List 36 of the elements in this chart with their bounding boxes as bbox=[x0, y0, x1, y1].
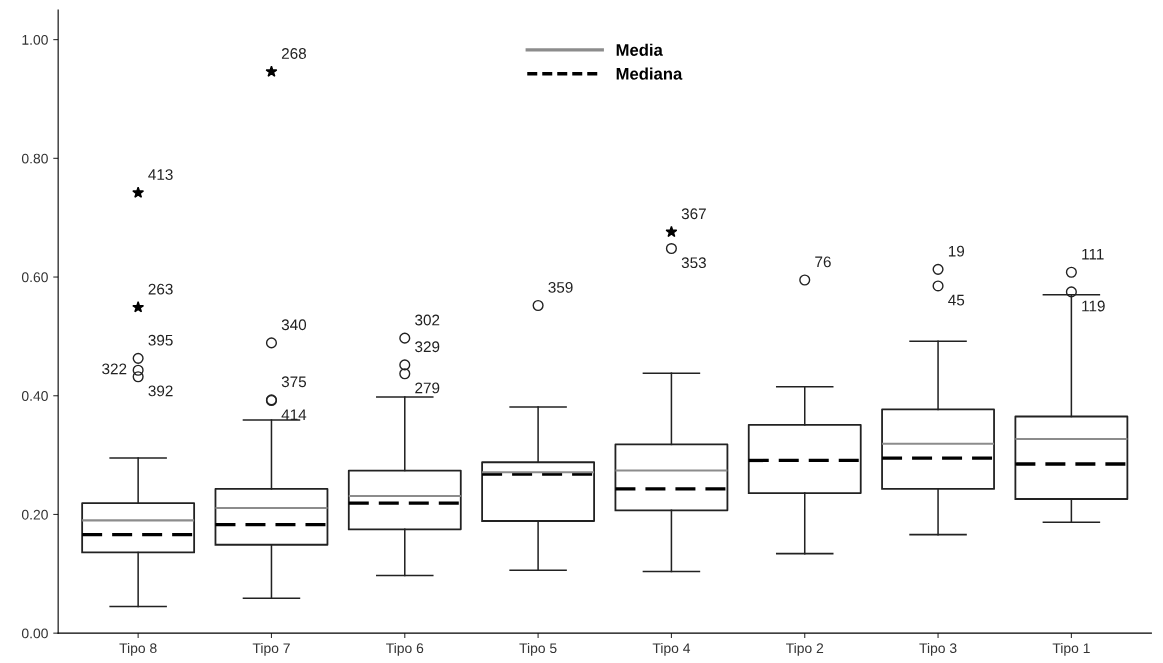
annotation: 375 bbox=[281, 376, 307, 388]
x-tick-label: Tipo 2 bbox=[786, 642, 824, 656]
annotation: 395 bbox=[148, 334, 173, 346]
x-tick-label: Tipo 4 bbox=[652, 642, 691, 656]
y-tick-label: 0.80 bbox=[21, 153, 48, 164]
annotation: 414 bbox=[281, 409, 307, 420]
annotation: 340 bbox=[281, 319, 307, 331]
annotation: 279 bbox=[415, 382, 440, 394]
annotation: 45 bbox=[948, 294, 965, 306]
x-tick-label: Tipo 7 bbox=[252, 642, 290, 656]
annotation: 367 bbox=[681, 208, 706, 220]
x-tick-label: Tipo 8 bbox=[119, 642, 157, 656]
x-tick-label: Tipo 5 bbox=[519, 642, 557, 656]
annotation: 111 bbox=[1082, 248, 1104, 260]
x-tick-label: Tipo 1 bbox=[1052, 642, 1090, 656]
y-tick-label: 0.40 bbox=[21, 391, 48, 401]
annotation: 359 bbox=[548, 281, 573, 293]
annotation: 302 bbox=[415, 314, 440, 326]
annotation: 329 bbox=[415, 341, 440, 353]
y-tick-label: 1.00 bbox=[22, 34, 48, 45]
annotation: Mediana bbox=[616, 67, 683, 80]
annotation: 413 bbox=[148, 169, 173, 181]
annotation: Media bbox=[616, 43, 663, 56]
annotation: 392 bbox=[148, 385, 173, 397]
x-tick-label: Tipo 6 bbox=[386, 642, 424, 656]
y-tick-label: 0.00 bbox=[21, 628, 48, 639]
annotation: 119 bbox=[1082, 300, 1105, 312]
annotation: 263 bbox=[148, 283, 173, 295]
y-tick-label: 0.60 bbox=[21, 272, 48, 283]
annotation: 76 bbox=[815, 256, 831, 268]
annotation: 353 bbox=[681, 257, 706, 269]
x-tick-label: Tipo 3 bbox=[919, 642, 957, 656]
annotation: 19 bbox=[948, 245, 965, 257]
annotation: 322 bbox=[102, 363, 127, 375]
annotation: 268 bbox=[281, 48, 307, 59]
y-tick-label: 0.20 bbox=[21, 509, 48, 520]
